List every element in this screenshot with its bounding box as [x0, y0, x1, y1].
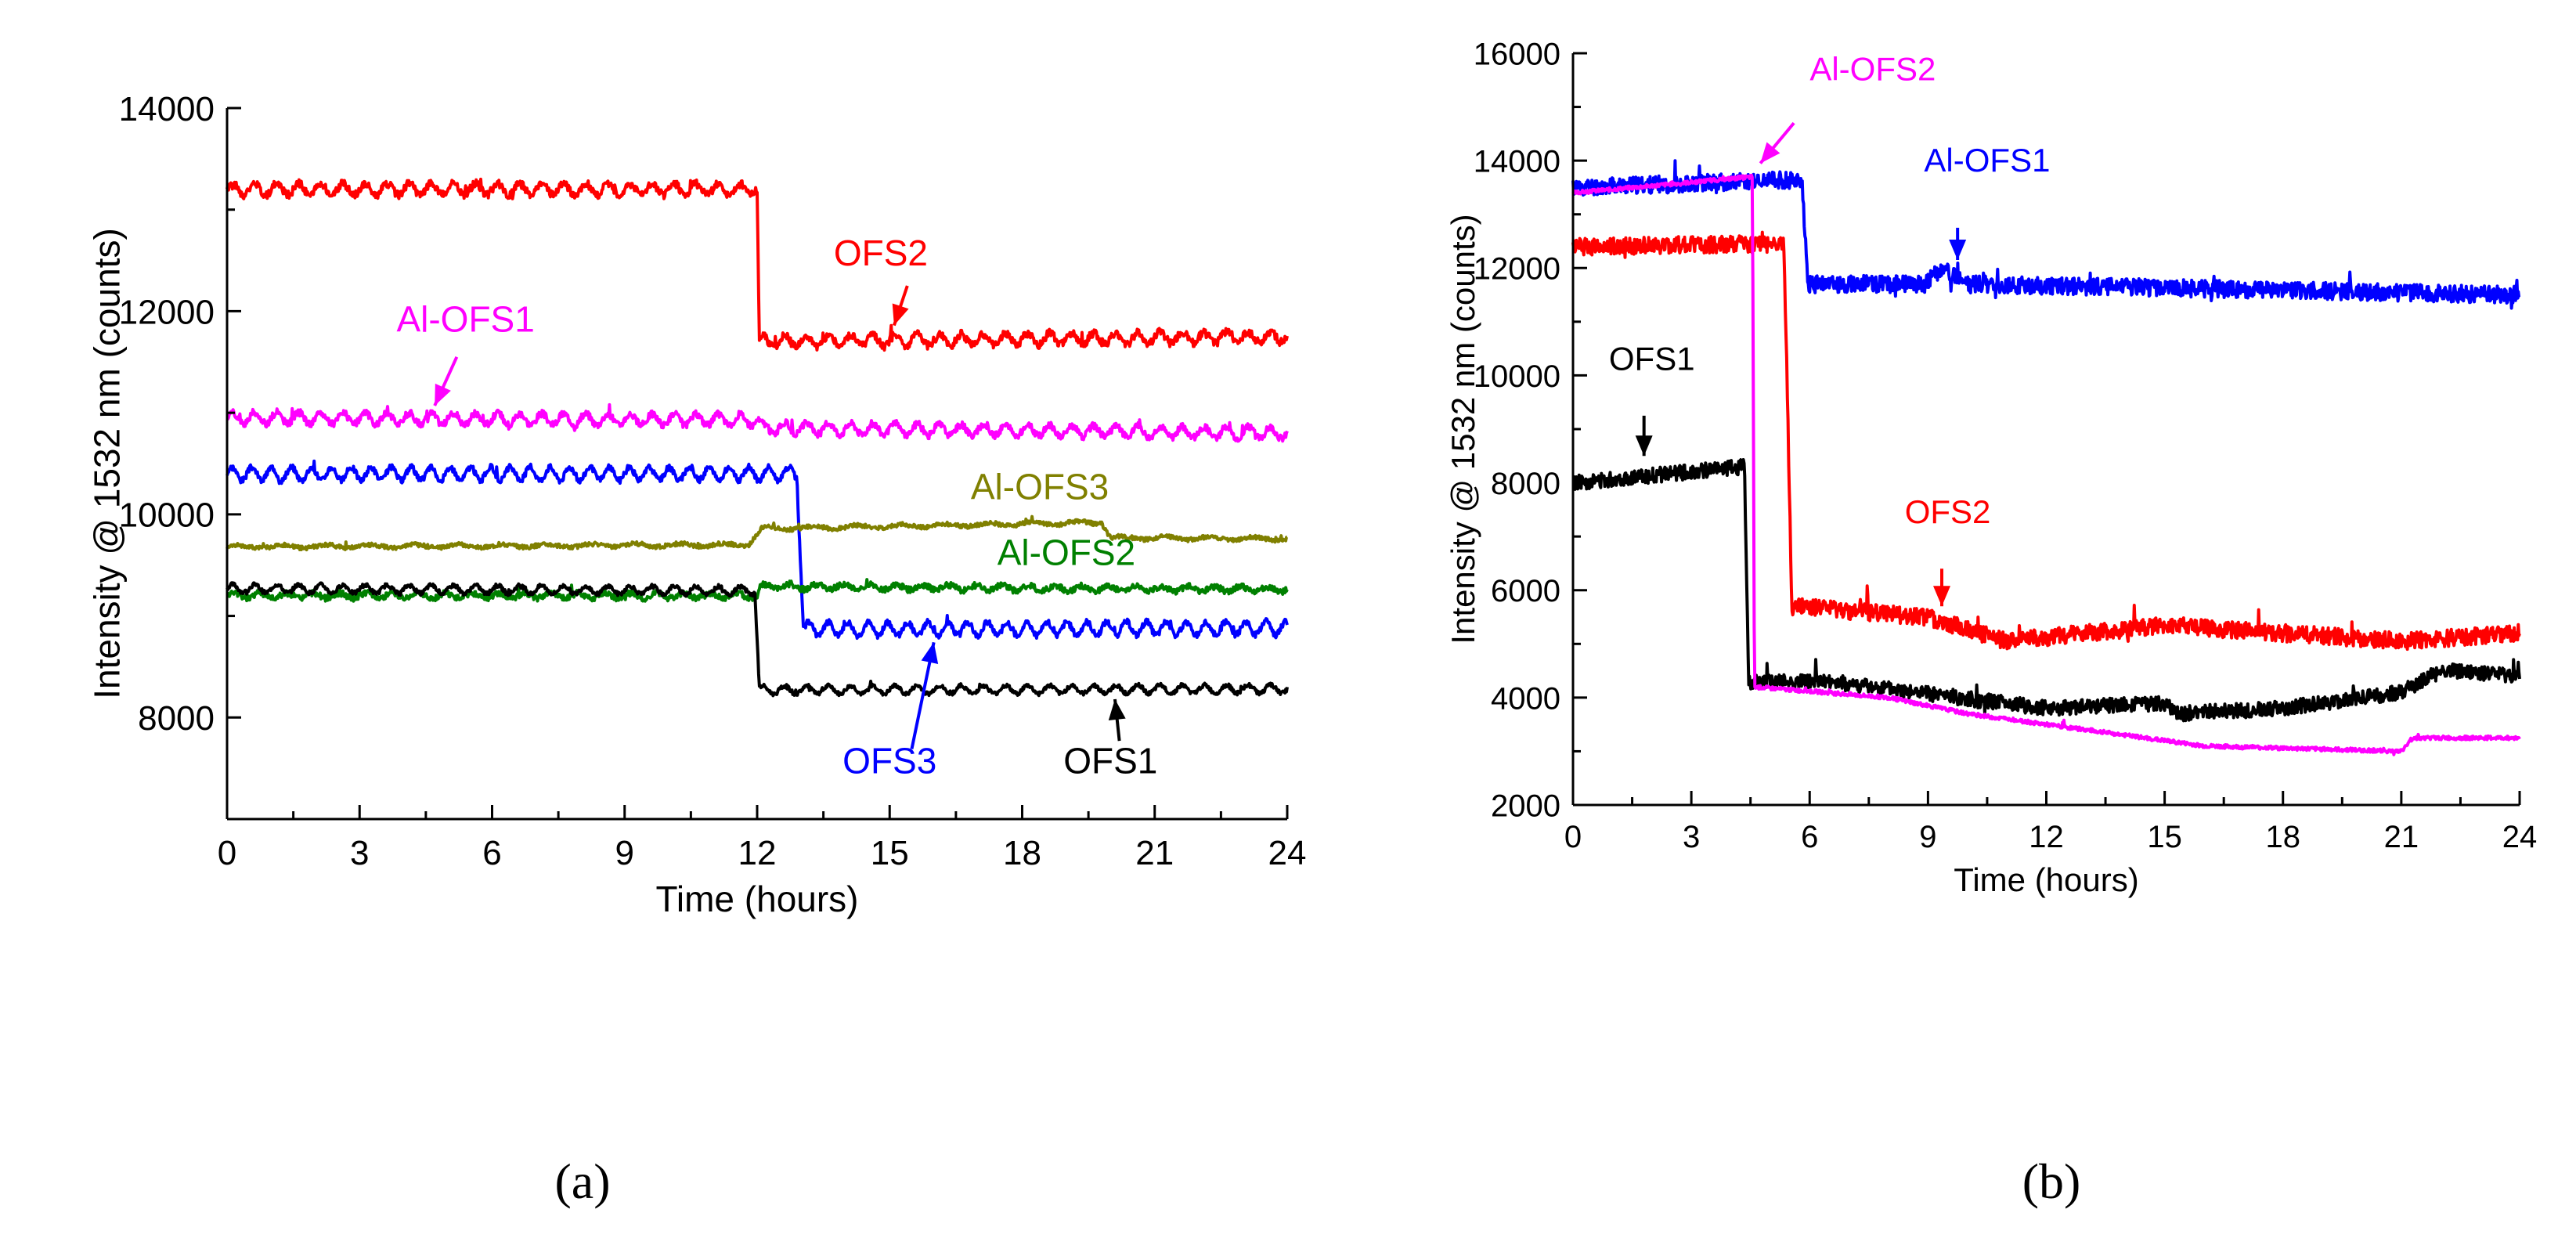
annotation-arrow-head — [1635, 435, 1653, 457]
x-tick-label: 9 — [615, 834, 634, 872]
x-tick-label: 9 — [1919, 820, 1936, 854]
y-tick-label: 16000 — [1474, 37, 1560, 71]
x-tick-label: 12 — [738, 834, 777, 872]
series-ofs1-line — [1571, 458, 2521, 723]
x-tick-label: 0 — [1564, 820, 1582, 854]
series-ofs1-line — [225, 581, 1289, 698]
series-al-ofs1-line — [226, 402, 1289, 443]
series-al-ofs3-line — [225, 514, 1288, 552]
y-tick-label: 6000 — [1491, 574, 1560, 608]
y-tick-label: 10000 — [1474, 359, 1560, 394]
annotation-arrow-head — [435, 383, 451, 406]
y-tick-label: 4000 — [1491, 681, 1560, 716]
x-tick-label: 18 — [1003, 834, 1041, 872]
series-al-ofs2-line — [1571, 173, 2521, 756]
series-ofs3-line — [225, 459, 1289, 641]
y-tick-label: 14000 — [1474, 145, 1560, 179]
panel-a-label: (a) — [554, 1153, 610, 1209]
annotation-ofs1-label: OFS1 — [1609, 341, 1695, 377]
annotation-al-ofs2-label: Al-OFS2 — [1809, 50, 1936, 87]
y-tick-label: 10000 — [119, 496, 215, 535]
x-tick-label: 3 — [1683, 820, 1700, 854]
y-tick-label: 12000 — [119, 293, 215, 331]
annotation-al-ofs1-label: Al-OFS1 — [1924, 142, 2050, 179]
x-tick-label: 24 — [1268, 834, 1307, 872]
annotation-ofs2-label: OFS2 — [1905, 493, 1991, 530]
series-al-ofs2-line — [226, 578, 1289, 603]
y-tick-label: 8000 — [138, 699, 215, 738]
panel-b-label: (b) — [2022, 1153, 2081, 1209]
y-axis-title: Intensity @ 1532 nm (counts) — [86, 228, 127, 699]
annotation-al-ofs3-label: Al-OFS3 — [971, 466, 1109, 507]
x-tick-label: 24 — [2502, 820, 2538, 854]
x-tick-label: 0 — [218, 834, 236, 872]
y-tick-label: 14000 — [119, 90, 215, 128]
annotation-arrow-head — [1760, 142, 1780, 164]
annotation-al-ofs2-label: Al-OFS2 — [998, 532, 1135, 573]
x-tick-label: 18 — [2266, 820, 2301, 854]
panel-b-chart: 0 3 6 9 12 15 18 21 24 2000 4000 6000 8000 10000 12000… — [1445, 37, 2537, 898]
x-tick-label: 12 — [2029, 820, 2064, 854]
x-tick-label: 21 — [2384, 820, 2419, 854]
annotation-al-ofs1-label: Al-OFS1 — [396, 298, 534, 339]
annotation-arrow-head — [1949, 240, 1967, 260]
x-tick-label: 15 — [2147, 820, 2182, 854]
series-al-ofs1-line — [1571, 159, 2521, 310]
annotation-arrow-head — [892, 303, 909, 326]
x-tick-label: 15 — [871, 834, 909, 872]
annotation-ofs3-label: OFS3 — [842, 741, 936, 781]
x-tick-label: 6 — [1801, 820, 1818, 854]
x-tick-label: 21 — [1135, 834, 1174, 872]
series-ofs2-line — [225, 177, 1289, 352]
y-tick-label: 8000 — [1491, 467, 1560, 501]
annotation-arrow-head — [921, 642, 939, 664]
panel-a-chart: 0 3 6 9 12 15 18 21 24 8000 10000 12000 14000 Time (h… — [86, 90, 1306, 919]
annotation-ofs2-label: OFS2 — [834, 233, 928, 273]
x-axis-title: Time (hours) — [1954, 861, 2138, 898]
series-ofs2-line — [1571, 230, 2521, 651]
x-tick-label: 3 — [350, 834, 369, 872]
y-tick-label: 2000 — [1491, 789, 1560, 823]
annotation-ofs1-label: OFS1 — [1063, 741, 1157, 781]
x-tick-label: 6 — [482, 834, 501, 872]
y-axis-title: Intensity @ 1532 nm (counts) — [1445, 214, 1481, 644]
y-tick-label: 12000 — [1474, 252, 1560, 287]
x-axis-title: Time (hours) — [656, 879, 859, 919]
annotation-arrow-head — [1108, 698, 1126, 720]
annotation-arrow-head — [1933, 586, 1951, 607]
